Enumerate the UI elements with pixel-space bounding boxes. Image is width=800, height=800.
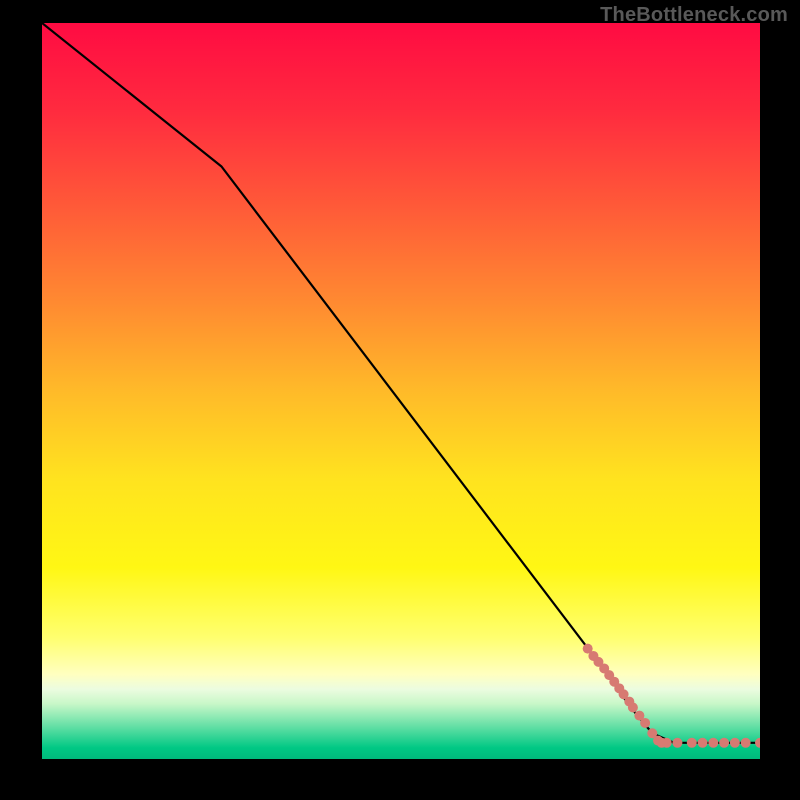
data-point — [698, 738, 708, 748]
plot-svg — [42, 23, 760, 759]
data-point — [687, 738, 697, 748]
data-point — [628, 702, 638, 712]
data-point — [672, 738, 682, 748]
data-point — [730, 738, 740, 748]
data-point — [662, 738, 672, 748]
data-point — [741, 738, 751, 748]
data-point — [640, 718, 650, 728]
data-point — [708, 738, 718, 748]
plot-area — [42, 23, 760, 759]
data-point — [719, 738, 729, 748]
gradient-background — [42, 23, 760, 759]
chart-root: TheBottleneck.com — [0, 0, 800, 800]
